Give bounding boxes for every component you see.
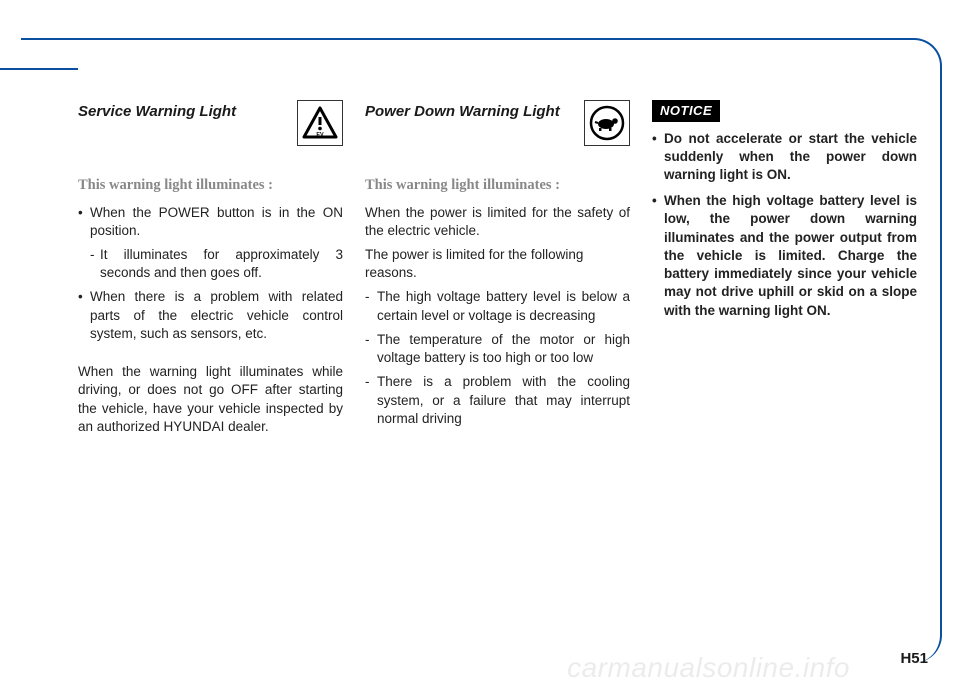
bullet-marker: •	[78, 288, 90, 343]
dash-text: The temperature of the motor or high vol…	[377, 331, 630, 367]
column-3: NOTICE • Do not accelerate or start the …	[652, 100, 917, 442]
col2-dash-2: - The temperature of the motor or high v…	[365, 331, 630, 367]
bullet-text: When the high voltage battery level is l…	[664, 192, 917, 320]
bullet-marker: •	[78, 204, 90, 240]
col1-sub-bullet: - It illuminates for approximately 3 sec…	[90, 246, 343, 282]
watermark: carmanualsonline.info	[567, 652, 850, 684]
bullet-text: When there is a problem with related par…	[90, 288, 343, 343]
bullet-text: When the POWER button is in the ON posit…	[90, 204, 343, 240]
header-rule	[0, 68, 78, 70]
col2-heading: Power Down Warning Light	[365, 100, 560, 122]
col1-bullet-1: • When the POWER button is in the ON pos…	[78, 204, 343, 240]
dash-text: There is a problem with the cooling syst…	[377, 373, 630, 428]
bullet-text: Do not accelerate or start the vehicle s…	[664, 130, 917, 185]
spacer	[78, 349, 343, 363]
col3-bullet-2: • When the high voltage battery level is…	[652, 192, 917, 320]
dash-marker: -	[365, 373, 377, 428]
col1-heading: Service Warning Light	[78, 100, 236, 122]
column-2: Power Down Warning Light This warning li…	[365, 100, 630, 442]
svg-text:EV: EV	[316, 132, 324, 138]
dash-text: The high voltage battery level is below …	[377, 288, 630, 324]
col2-dash-1: - The high voltage battery level is belo…	[365, 288, 630, 324]
notice-label: NOTICE	[652, 100, 720, 122]
col2-heading-row: Power Down Warning Light	[365, 100, 630, 154]
col1-heading-row: Service Warning Light EV	[78, 100, 343, 154]
turtle-icon	[584, 100, 630, 146]
page-number: H51	[900, 650, 928, 667]
col1-bullet-2: • When there is a problem with related p…	[78, 288, 343, 343]
dash-marker: -	[365, 331, 377, 367]
sub-bullet-text: It illuminates for approximately 3 secon…	[100, 246, 343, 282]
ev-warning-icon: EV	[297, 100, 343, 146]
col1-para: When the warning light illuminates while…	[78, 363, 343, 436]
col2-dash-3: - There is a problem with the cooling sy…	[365, 373, 630, 428]
page-content: Service Warning Light EV This warning li…	[78, 100, 918, 442]
col3-bullet-1: • Do not accelerate or start the vehicle…	[652, 130, 917, 185]
col2-subhead: This warning light illuminates :	[365, 176, 630, 196]
dash-marker: -	[365, 288, 377, 324]
col2-para2: The power is limited for the following r…	[365, 246, 630, 282]
column-1: Service Warning Light EV This warning li…	[78, 100, 343, 442]
dash-marker: -	[90, 246, 100, 282]
bullet-marker: •	[652, 192, 664, 320]
col2-para1: When the power is limited for the safety…	[365, 204, 630, 240]
col1-subhead: This warning light illuminates :	[78, 176, 343, 196]
bullet-marker: •	[652, 130, 664, 185]
